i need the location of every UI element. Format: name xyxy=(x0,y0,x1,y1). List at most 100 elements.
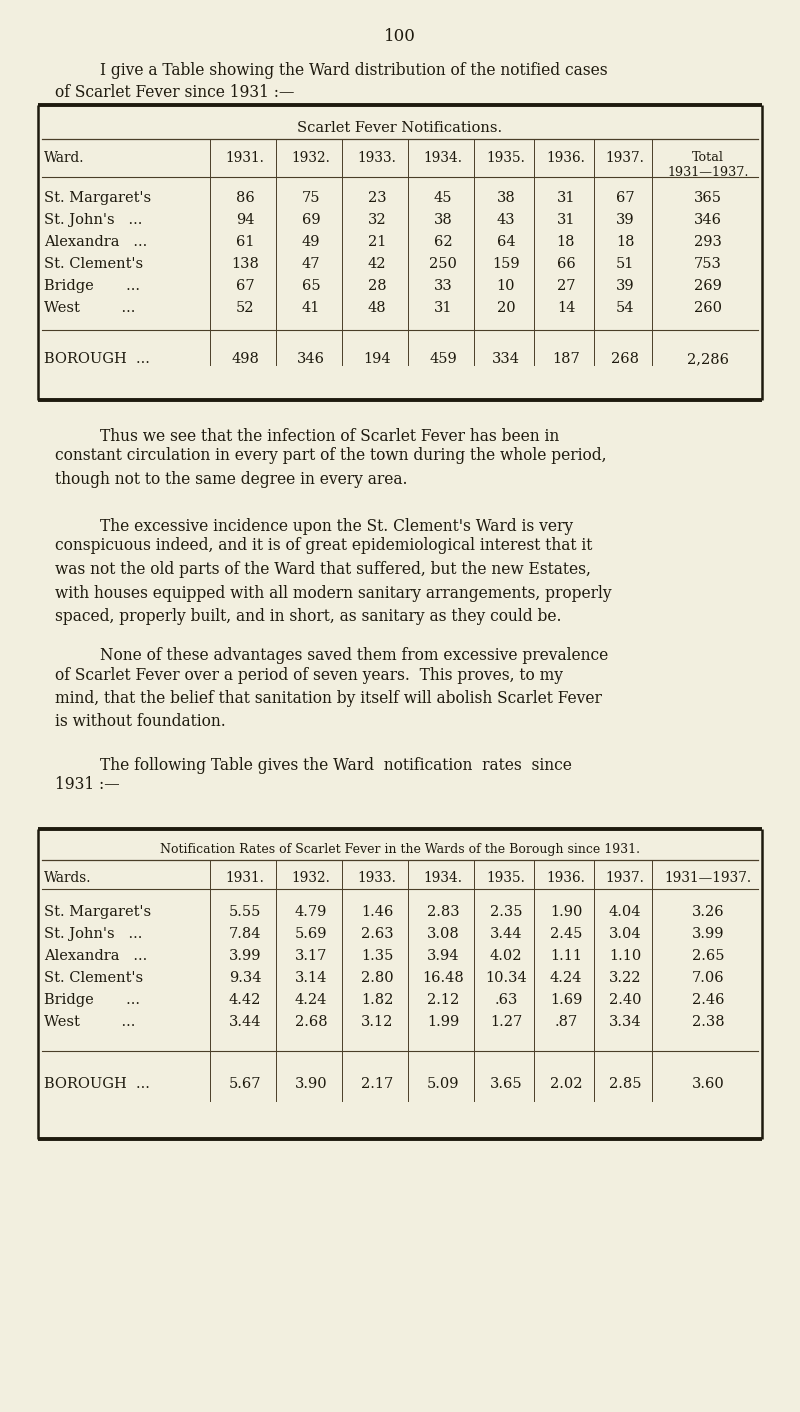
Text: 100: 100 xyxy=(384,28,416,45)
Text: Scarlet Fever Notifications.: Scarlet Fever Notifications. xyxy=(298,121,502,136)
Text: 1.46: 1.46 xyxy=(361,905,393,919)
Text: 3.14: 3.14 xyxy=(295,971,327,986)
Text: 31: 31 xyxy=(557,213,575,227)
Text: 1.35: 1.35 xyxy=(361,949,393,963)
Text: 2.17: 2.17 xyxy=(361,1077,393,1091)
Text: 459: 459 xyxy=(429,352,457,366)
Text: 1.99: 1.99 xyxy=(427,1015,459,1029)
Text: West         ...: West ... xyxy=(44,301,135,315)
Text: 1.10: 1.10 xyxy=(609,949,641,963)
Text: of Scarlet Fever since 1931 :—: of Scarlet Fever since 1931 :— xyxy=(55,83,294,102)
Text: 16.48: 16.48 xyxy=(422,971,464,986)
Text: Notification Rates of Scarlet Fever in the Wards of the Borough since 1931.: Notification Rates of Scarlet Fever in t… xyxy=(160,843,640,856)
Text: 1932.: 1932. xyxy=(291,871,330,885)
Text: Bridge       ...: Bridge ... xyxy=(44,280,140,294)
Text: 334: 334 xyxy=(492,352,520,366)
Text: Alexandra   ...: Alexandra ... xyxy=(44,949,147,963)
Text: 2.35: 2.35 xyxy=(490,905,522,919)
Text: 3.17: 3.17 xyxy=(295,949,327,963)
Text: 3.44: 3.44 xyxy=(490,928,522,940)
Text: 498: 498 xyxy=(231,352,259,366)
Text: of Scarlet Fever over a period of seven years.  This proves, to my
mind, that th: of Scarlet Fever over a period of seven … xyxy=(55,666,602,730)
Text: 67: 67 xyxy=(236,280,254,294)
Text: 4.24: 4.24 xyxy=(295,993,327,1007)
Text: 1933.: 1933. xyxy=(358,151,397,165)
Text: 32: 32 xyxy=(368,213,386,227)
Text: 2.65: 2.65 xyxy=(692,949,724,963)
Text: 346: 346 xyxy=(694,213,722,227)
Text: 1936.: 1936. xyxy=(546,151,586,165)
Text: 2.40: 2.40 xyxy=(609,993,642,1007)
Text: 18: 18 xyxy=(557,234,575,249)
Text: 4.24: 4.24 xyxy=(550,971,582,986)
Text: 51: 51 xyxy=(616,257,634,271)
Text: 3.26: 3.26 xyxy=(692,905,724,919)
Text: 14: 14 xyxy=(557,301,575,315)
Text: 194: 194 xyxy=(363,352,391,366)
Text: St. Clement's: St. Clement's xyxy=(44,971,143,986)
Text: 3.99: 3.99 xyxy=(229,949,262,963)
Text: I give a Table showing the Ward distribution of the notified cases: I give a Table showing the Ward distribu… xyxy=(100,62,608,79)
Text: 159: 159 xyxy=(492,257,520,271)
Text: 54: 54 xyxy=(616,301,634,315)
Text: 45: 45 xyxy=(434,191,452,205)
Text: .63: .63 xyxy=(494,993,518,1007)
Text: The excessive incidence upon the St. Clement's Ward is very: The excessive incidence upon the St. Cle… xyxy=(100,518,573,535)
Text: 1.90: 1.90 xyxy=(550,905,582,919)
Text: 5.69: 5.69 xyxy=(294,928,327,940)
Text: 269: 269 xyxy=(694,280,722,294)
Text: 1932.: 1932. xyxy=(291,151,330,165)
Text: Total
1931—1937.: Total 1931—1937. xyxy=(667,151,749,179)
Text: 31: 31 xyxy=(557,191,575,205)
Text: constant circulation in every part of the town during the whole period,
though n: constant circulation in every part of th… xyxy=(55,448,606,489)
Text: 1935.: 1935. xyxy=(486,871,526,885)
Text: .87: .87 xyxy=(554,1015,578,1029)
Text: 69: 69 xyxy=(302,213,320,227)
Text: 31: 31 xyxy=(434,301,452,315)
Text: 21: 21 xyxy=(368,234,386,249)
Text: 65: 65 xyxy=(302,280,320,294)
Text: Wards.: Wards. xyxy=(44,871,91,885)
Text: 27: 27 xyxy=(557,280,575,294)
Text: 3.22: 3.22 xyxy=(609,971,642,986)
Text: 66: 66 xyxy=(557,257,575,271)
Text: 3.94: 3.94 xyxy=(426,949,459,963)
Text: 2.63: 2.63 xyxy=(361,928,394,940)
Text: 1933.: 1933. xyxy=(358,871,397,885)
Text: 39: 39 xyxy=(616,280,634,294)
Text: 365: 365 xyxy=(694,191,722,205)
Text: 2.85: 2.85 xyxy=(609,1077,642,1091)
Text: 86: 86 xyxy=(236,191,254,205)
Text: 1936.: 1936. xyxy=(546,871,586,885)
Text: 64: 64 xyxy=(497,234,515,249)
Text: 2.83: 2.83 xyxy=(426,905,459,919)
Text: 3.12: 3.12 xyxy=(361,1015,393,1029)
Text: 7.84: 7.84 xyxy=(229,928,262,940)
Text: 67: 67 xyxy=(616,191,634,205)
Text: 52: 52 xyxy=(236,301,254,315)
Text: 1.69: 1.69 xyxy=(550,993,582,1007)
Text: 94: 94 xyxy=(236,213,254,227)
Text: 42: 42 xyxy=(368,257,386,271)
Text: 2.12: 2.12 xyxy=(427,993,459,1007)
Text: Bridge       ...: Bridge ... xyxy=(44,993,140,1007)
Text: 23: 23 xyxy=(368,191,386,205)
Text: 43: 43 xyxy=(497,213,515,227)
Text: 20: 20 xyxy=(497,301,515,315)
Text: 187: 187 xyxy=(552,352,580,366)
Text: 10.34: 10.34 xyxy=(485,971,527,986)
Text: 1937.: 1937. xyxy=(606,871,645,885)
Text: 3.90: 3.90 xyxy=(294,1077,327,1091)
Text: 4.79: 4.79 xyxy=(295,905,327,919)
Text: 3.99: 3.99 xyxy=(692,928,724,940)
Text: 1931.: 1931. xyxy=(226,151,265,165)
Text: St. John's   ...: St. John's ... xyxy=(44,928,142,940)
Text: 33: 33 xyxy=(434,280,452,294)
Text: 48: 48 xyxy=(368,301,386,315)
Text: 293: 293 xyxy=(694,234,722,249)
Text: 138: 138 xyxy=(231,257,259,271)
Text: Ward.: Ward. xyxy=(44,151,85,165)
Text: 41: 41 xyxy=(302,301,320,315)
Text: 346: 346 xyxy=(297,352,325,366)
Text: 3.34: 3.34 xyxy=(609,1015,642,1029)
